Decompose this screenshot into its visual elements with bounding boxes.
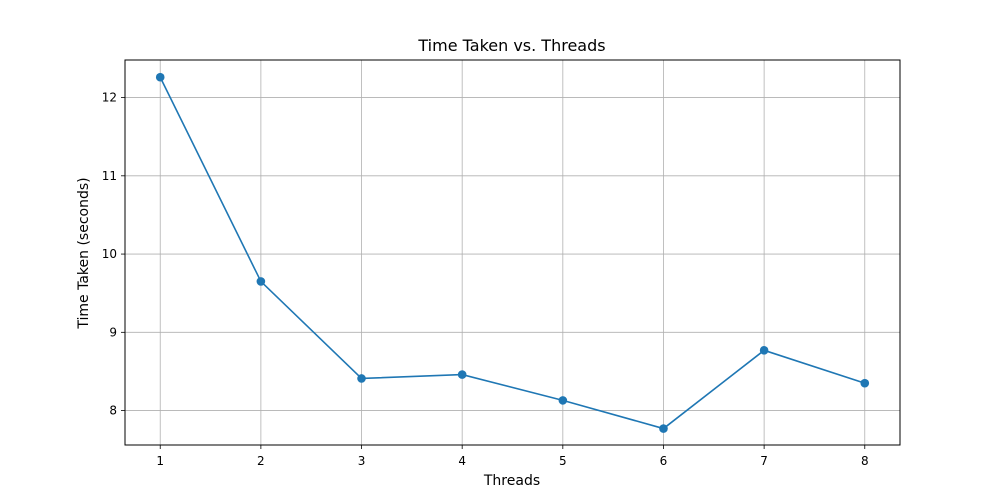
x-tick-label: 4 bbox=[458, 454, 466, 468]
chart-title: Time Taken vs. Threads bbox=[417, 36, 605, 55]
data-point bbox=[256, 277, 266, 286]
data-point bbox=[558, 396, 568, 405]
x-tick-label: 7 bbox=[760, 454, 768, 468]
x-tick-label: 6 bbox=[660, 454, 668, 468]
y-tick-label: 8 bbox=[109, 404, 117, 418]
y-tick-label: 12 bbox=[102, 91, 117, 105]
x-tick-label: 2 bbox=[257, 454, 265, 468]
x-tick-label: 1 bbox=[156, 454, 164, 468]
y-tick-label: 10 bbox=[102, 247, 117, 261]
y-axis-label: Time Taken (seconds) bbox=[76, 177, 92, 329]
y-tick-label: 9 bbox=[109, 325, 117, 339]
grid bbox=[125, 60, 900, 445]
x-tick-label: 3 bbox=[358, 454, 366, 468]
y-tick-label: 11 bbox=[102, 169, 117, 183]
data-point bbox=[860, 378, 870, 388]
data-point bbox=[357, 374, 366, 383]
data-point bbox=[759, 346, 769, 355]
series bbox=[155, 72, 870, 433]
x-tick-label: 5 bbox=[559, 454, 567, 468]
x-axis-label: Threads bbox=[483, 473, 540, 489]
plot-frame bbox=[124, 59, 901, 446]
data-point bbox=[659, 424, 668, 433]
data-point bbox=[457, 370, 467, 379]
series-line bbox=[159, 76, 866, 430]
data-point bbox=[155, 72, 165, 82]
x-tick-label: 8 bbox=[861, 454, 869, 468]
